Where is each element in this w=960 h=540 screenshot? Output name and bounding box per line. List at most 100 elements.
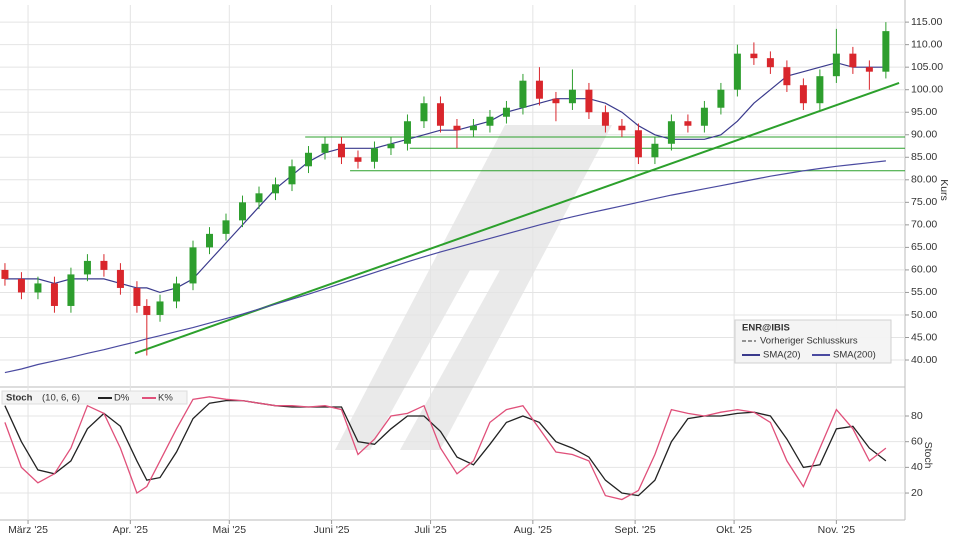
y-tick-label: 60 xyxy=(911,435,923,447)
candle-body xyxy=(304,152,312,167)
candle-body xyxy=(453,125,461,131)
stoch-line xyxy=(4,399,887,497)
candle-body xyxy=(143,305,151,315)
candle-body xyxy=(502,107,510,117)
candle-body xyxy=(585,89,593,113)
candle-body xyxy=(238,202,246,221)
y-tick-label: 40.00 xyxy=(911,354,937,366)
candle-body xyxy=(651,143,659,158)
x-tick-label: Nov. '25 xyxy=(818,524,856,536)
candle-body xyxy=(601,112,609,126)
y-tick-label: 60.00 xyxy=(911,264,937,276)
y-tick-label: 50.00 xyxy=(911,309,937,321)
candle-body xyxy=(321,143,329,153)
candle-body xyxy=(849,53,857,68)
candle-body xyxy=(387,143,395,149)
candle-body xyxy=(34,283,42,293)
y-tick-label: 85.00 xyxy=(911,151,937,163)
candle-body xyxy=(255,193,263,203)
candle-body xyxy=(700,107,708,126)
stoch-line xyxy=(4,396,887,501)
y-tick-label: 115.00 xyxy=(911,16,942,28)
candle-body xyxy=(337,143,345,158)
legend-title: ENR@IBIS xyxy=(742,323,790,334)
x-tick-label: Sept. '25 xyxy=(615,524,656,536)
candle-body xyxy=(206,233,214,248)
candle-body xyxy=(519,80,527,108)
y-tick-label: 80 xyxy=(911,410,923,422)
candle-body xyxy=(222,220,230,234)
candle-body xyxy=(535,80,543,99)
x-tick-label: Okt. '25 xyxy=(716,524,752,536)
candle-body xyxy=(1,269,9,279)
stoch-title: Stoch xyxy=(6,393,33,404)
y-tick-label: 70.00 xyxy=(911,219,937,231)
x-tick-label: Apr. '25 xyxy=(113,524,148,536)
y-tick-label: 40 xyxy=(911,461,923,473)
y-tick-label: 90.00 xyxy=(911,129,937,141)
candle-body xyxy=(733,53,741,90)
candle-body xyxy=(552,98,560,104)
candle-body xyxy=(173,283,181,302)
candle-body xyxy=(67,274,75,306)
stoch-params: (10, 6, 6) xyxy=(42,393,80,404)
candle-body xyxy=(634,130,642,158)
y-tick-label: 55.00 xyxy=(911,286,937,298)
candle-body xyxy=(189,247,197,284)
x-tick-label: Mai '25 xyxy=(213,524,247,536)
stoch-header: Stoch (10, 6, 6) D% K% xyxy=(1,390,188,405)
y-tick-label: 75.00 xyxy=(911,196,937,208)
candle-body xyxy=(799,85,807,104)
candle-body xyxy=(50,283,58,306)
legend-label: SMA(20) xyxy=(763,350,800,361)
candle-body xyxy=(618,125,626,131)
candle-body xyxy=(17,278,25,293)
legend-label: D% xyxy=(114,393,130,404)
y-tick-label: 20 xyxy=(911,487,923,499)
y-tick-label: 105.00 xyxy=(911,61,943,73)
candle-body xyxy=(816,76,824,104)
candle-body xyxy=(568,89,576,104)
candle-body xyxy=(83,260,91,275)
candle-body xyxy=(750,53,758,59)
legend: ENR@IBIS Vorheriger Schlusskurs SMA(20) … xyxy=(734,319,892,364)
y-axis-title: Kurs xyxy=(938,179,950,201)
y-tick-label: 110.00 xyxy=(911,38,942,50)
legend-label: SMA(200) xyxy=(833,350,876,361)
candle-body xyxy=(271,184,279,194)
y-tick-label: 95.00 xyxy=(911,106,937,118)
candle-body xyxy=(354,157,362,162)
y-tick-label: 45.00 xyxy=(911,331,937,343)
candle-body xyxy=(882,31,890,72)
legend-label: K% xyxy=(158,393,173,404)
candle-body xyxy=(486,116,494,126)
stoch-axis-title: Stoch xyxy=(922,442,934,469)
candle-body xyxy=(420,103,428,122)
candle-body xyxy=(403,121,411,144)
stoch-header-box xyxy=(1,390,188,405)
candle-body xyxy=(436,103,444,126)
candle-body xyxy=(288,166,296,185)
candle-body xyxy=(865,67,873,72)
candle-body xyxy=(783,67,791,86)
candle-body xyxy=(717,89,725,108)
candle-body xyxy=(766,58,774,68)
candle-body xyxy=(832,53,840,77)
x-tick-label: Juni '25 xyxy=(314,524,350,536)
candle-body xyxy=(469,125,477,131)
y-tick-label: 100.00 xyxy=(911,83,943,95)
x-tick-label: Juli '25 xyxy=(414,524,447,536)
y-tick-label: 65.00 xyxy=(911,241,937,253)
y-tick-label: 80.00 xyxy=(911,174,937,186)
candle-body xyxy=(370,148,378,162)
legend-label: Vorheriger Schlusskurs xyxy=(760,336,858,347)
candle-body xyxy=(133,287,141,306)
candle-body xyxy=(667,121,675,144)
candle-body xyxy=(684,121,692,126)
x-tick-label: Aug. '25 xyxy=(514,524,552,536)
candle-body xyxy=(116,269,124,288)
marks xyxy=(1,22,905,501)
candle-body xyxy=(156,301,164,315)
x-tick-label: März '25 xyxy=(8,524,48,536)
